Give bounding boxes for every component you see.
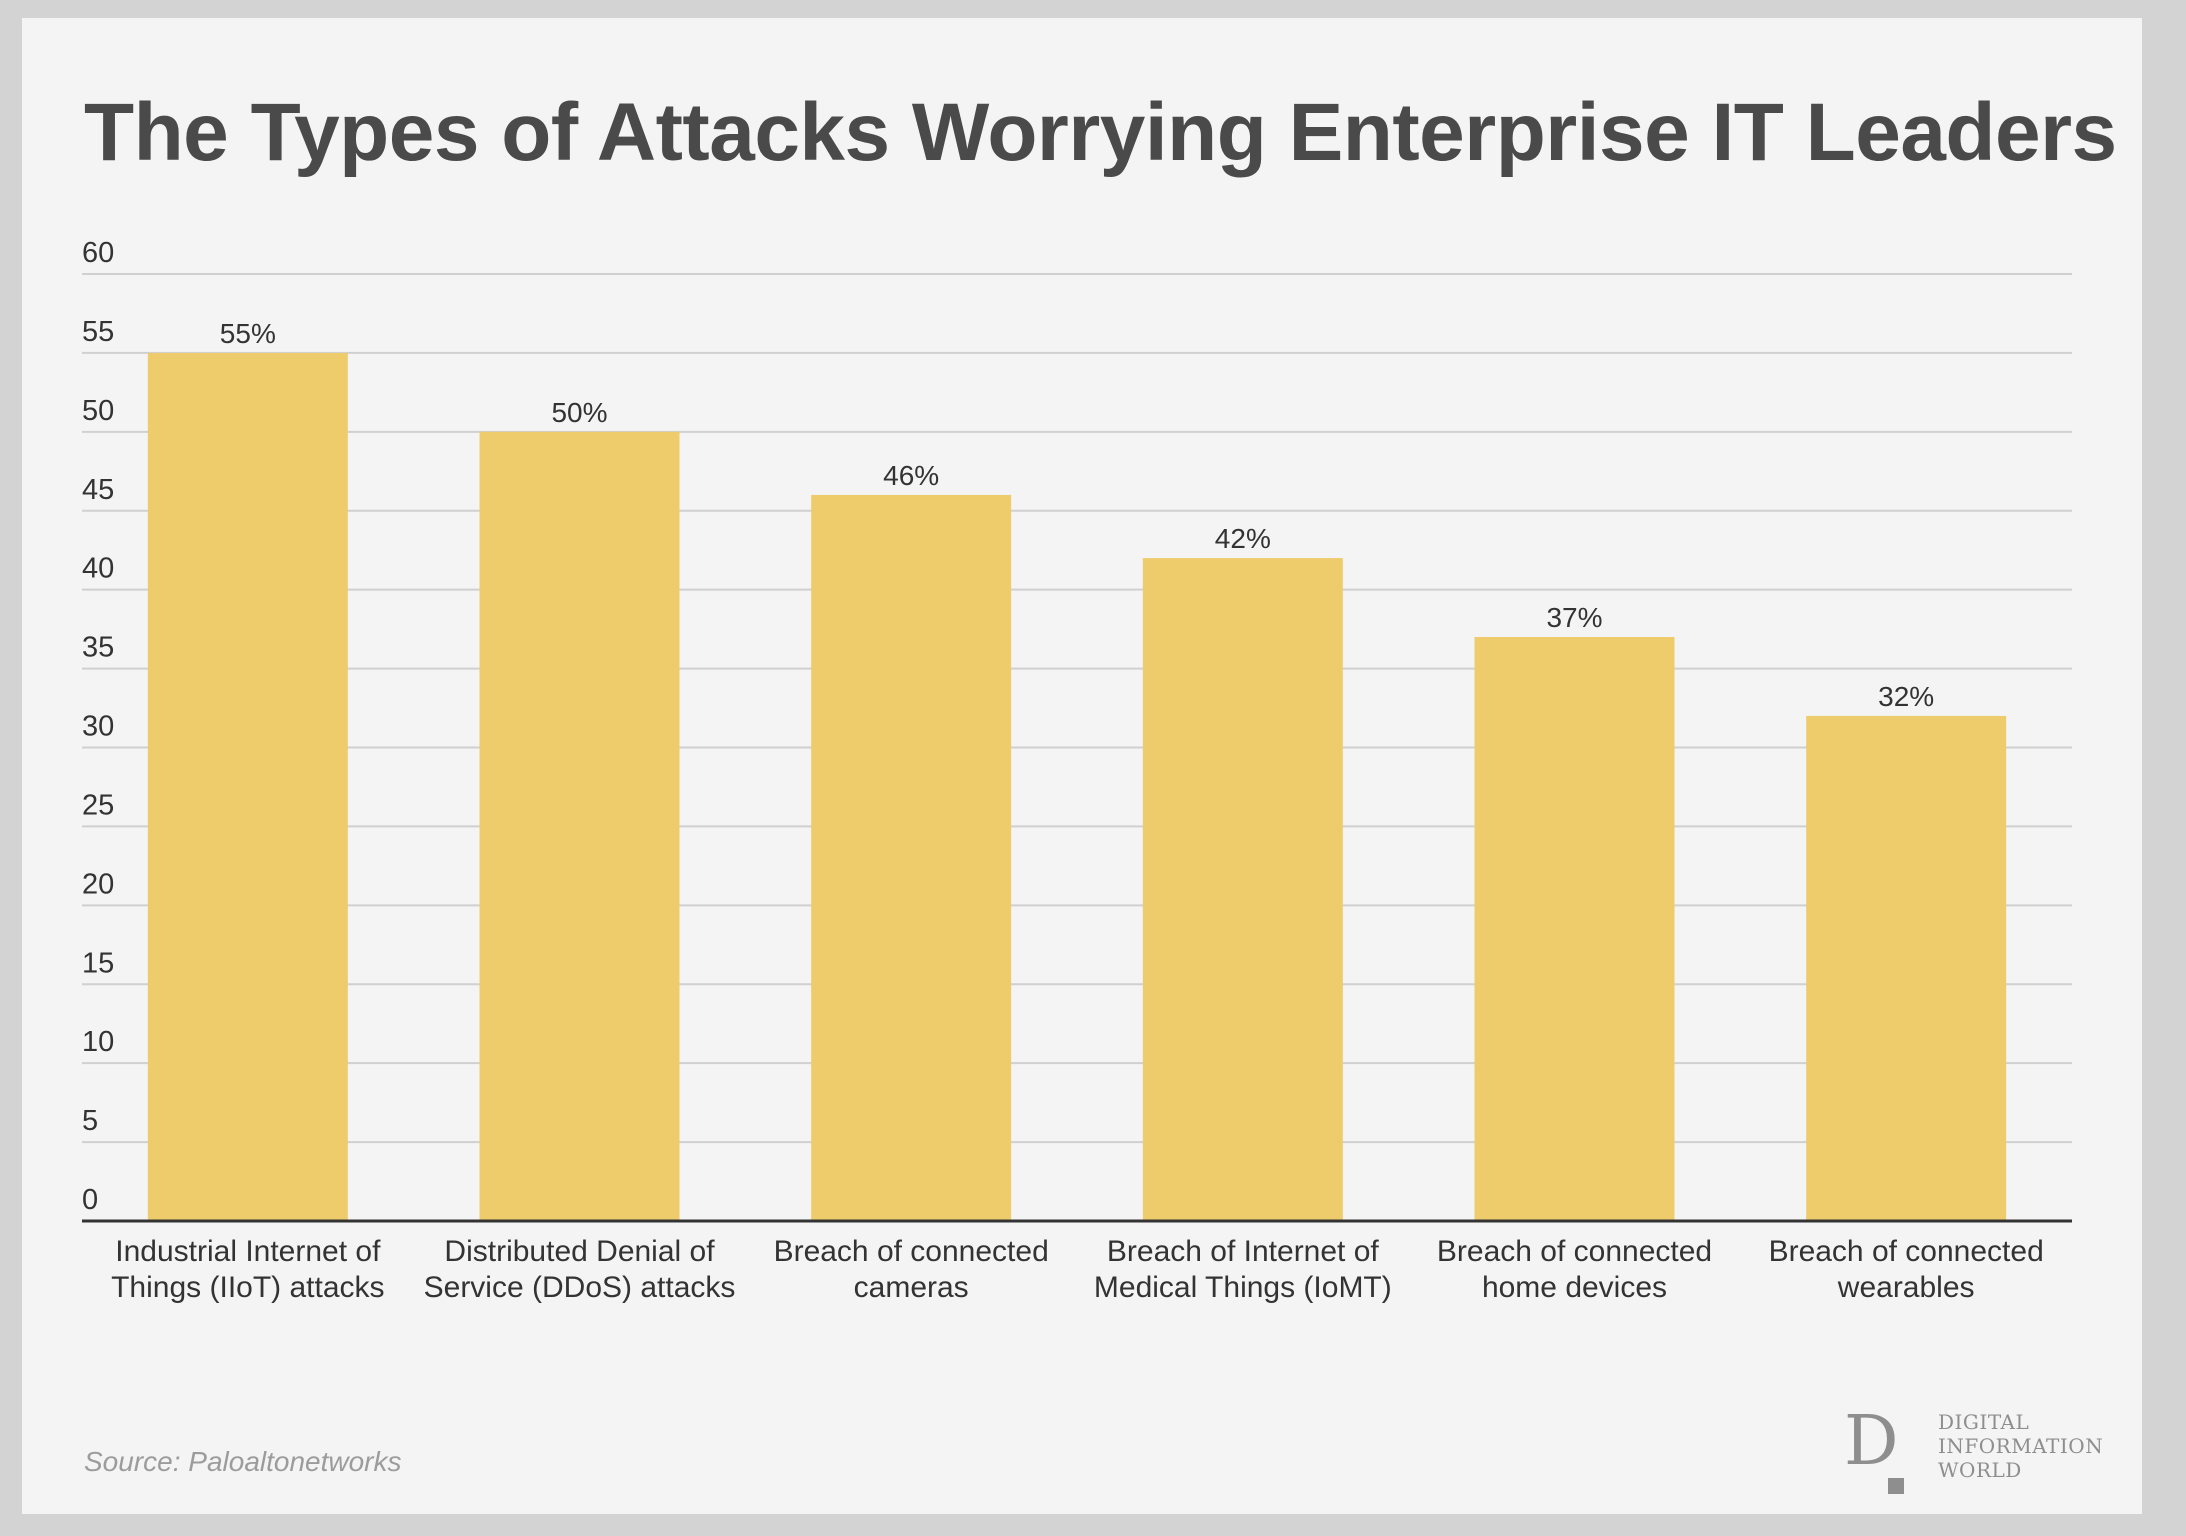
x-tick-label: Medical Things (IoMT) xyxy=(1094,1271,1392,1304)
logo-line-digital: DIGITAL xyxy=(1938,1410,2030,1434)
y-tick-label: 55 xyxy=(82,316,114,348)
y-tick-label: 50 xyxy=(82,395,114,427)
y-tick-label: 40 xyxy=(82,553,114,585)
x-tick-label: Distributed Denial of xyxy=(444,1235,715,1268)
x-tick-label: wearables xyxy=(1837,1271,1975,1304)
y-tick-label: 10 xyxy=(82,1026,114,1058)
y-tick-label: 25 xyxy=(82,789,114,821)
bar-chart: 0 5 10 15 20 25 30 35 40 45 50 55 60 55% Industrial In… xyxy=(82,237,2072,1304)
data-label: 32% xyxy=(1878,681,1934,712)
data-label: 46% xyxy=(883,460,939,491)
bar xyxy=(1142,558,1343,1221)
data-label: 37% xyxy=(1546,602,1602,633)
bar xyxy=(479,431,680,1221)
bar xyxy=(811,494,1012,1221)
y-tick-label: 0 xyxy=(82,1184,98,1216)
logo-square-icon xyxy=(1888,1478,1904,1494)
x-tick-label: home devices xyxy=(1482,1271,1667,1304)
bar xyxy=(147,352,348,1222)
data-label: 55% xyxy=(220,318,276,349)
y-tick-label: 20 xyxy=(82,868,114,900)
logo-mark: D xyxy=(1844,1402,1899,1481)
x-tick-label: Breach of Internet of xyxy=(1107,1235,1379,1268)
x-tick-label: Breach of connected xyxy=(774,1235,1049,1268)
y-tick-label: 35 xyxy=(82,632,114,664)
x-tick-label: Breach of connected xyxy=(1437,1235,1712,1268)
logo-line-information: INFORMATION xyxy=(1938,1434,2104,1458)
data-label: 50% xyxy=(551,397,607,428)
chart-card: The Types of Attacks Worrying Enterprise… xyxy=(22,18,2142,1514)
source-note: Source: Paloaltonetworks xyxy=(84,1446,402,1477)
x-tick-label: Things (IIoT) attacks xyxy=(111,1271,384,1304)
y-tick-label: 60 xyxy=(82,237,114,269)
x-tick-label: cameras xyxy=(854,1271,969,1304)
logo-wordmark: DIGITAL INFORMATION WORLD xyxy=(1938,1410,2103,1482)
brand-logo: D DIGITAL INFORMATION WORLD xyxy=(1844,1408,2134,1508)
bar xyxy=(1474,637,1675,1221)
x-tick-label: Service (DDoS) attacks xyxy=(424,1271,736,1304)
bar xyxy=(1806,715,2007,1221)
y-tick-label: 5 xyxy=(82,1105,98,1137)
y-tick-label: 30 xyxy=(82,711,114,743)
y-tick-label: 45 xyxy=(82,474,114,506)
x-tick-label: Industrial Internet of xyxy=(115,1235,381,1268)
chart-title: The Types of Attacks Worrying Enterprise… xyxy=(84,87,2117,178)
y-tick-label: 15 xyxy=(82,947,114,979)
data-label: 42% xyxy=(1215,523,1271,554)
logo-line-world: WORLD xyxy=(1938,1458,2022,1482)
x-tick-label: Breach of connected xyxy=(1769,1235,2044,1268)
